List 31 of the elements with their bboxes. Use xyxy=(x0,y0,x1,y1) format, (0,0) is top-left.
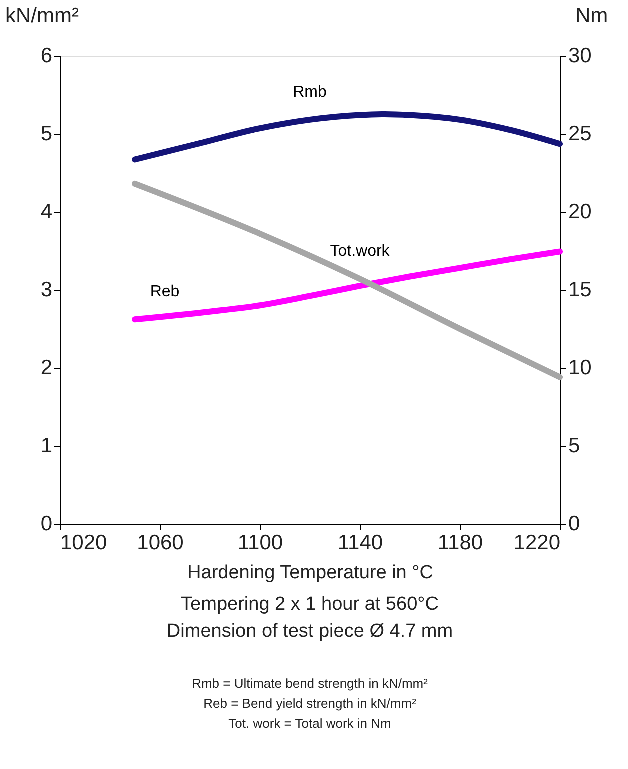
y-tick-label: 0 xyxy=(40,512,52,536)
y2-tick-label: 10 xyxy=(568,356,592,380)
x-tick-label: 1180 xyxy=(438,532,484,554)
y2-tick-label: 25 xyxy=(568,122,592,146)
y2-tick-label: 20 xyxy=(568,200,592,224)
y-axis-title: kN/mm² xyxy=(6,4,79,28)
x-tick-label: 1220 xyxy=(514,532,560,554)
y-tick-label: 1 xyxy=(40,434,52,458)
y2-tick-label: 30 xyxy=(568,44,592,68)
y-tick-label: 4 xyxy=(40,200,53,224)
y2-axis-title: Nm xyxy=(576,4,608,28)
x-axis-title: Hardening Temperature in °C xyxy=(188,562,434,584)
text: Tempering 2 x 1 hour at 560°C xyxy=(181,594,439,615)
x-tick-label: 1100 xyxy=(238,532,284,554)
y2-tick-label: 0 xyxy=(568,512,580,536)
series-label: Rmb xyxy=(293,84,327,101)
text: Dimension of test piece Ø 4.7 mm xyxy=(166,621,454,642)
y-tick-label: 5 xyxy=(40,122,52,146)
y2-tick-label: 5 xyxy=(568,434,580,458)
text: Rmb = Ultimate bend strength in kN/mm² xyxy=(192,676,429,691)
x-tick-label: 1020 xyxy=(60,532,108,554)
text: Tot. work = Total work in Nm xyxy=(228,716,392,731)
y-tick-label: 3 xyxy=(40,278,52,302)
y2-tick-label: 15 xyxy=(568,278,592,302)
series-label: Tot.work xyxy=(330,243,391,260)
x-tick-label: 1060 xyxy=(137,532,184,554)
y-tick-label: 6 xyxy=(40,44,52,68)
text: Reb = Bend yield strength in kN/mm² xyxy=(204,696,418,711)
series-label: Reb xyxy=(150,284,180,301)
x-tick-label: 1140 xyxy=(338,532,384,554)
y-tick-label: 2 xyxy=(40,356,52,380)
